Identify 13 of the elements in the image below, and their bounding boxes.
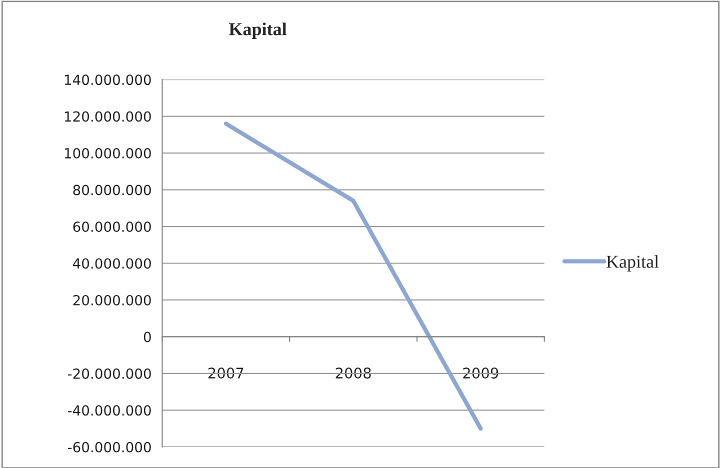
y-tick-label: -20.000.000 [68,368,151,379]
y-tick-label: 60.000.000 [73,221,151,232]
y-tick-label: -60.000.000 [68,442,151,452]
y-tick-label: 120.000.000 [64,111,151,122]
y-tick-label: 40.000.000 [72,258,151,269]
y-tick-label: 80.000.000 [73,184,151,196]
y-tick-label: 140.000.000 [64,74,151,86]
y-tick-label: 100.000.000 [64,148,151,159]
y-tick-label: -40.000.000 [68,405,151,416]
y-tick-label: 0 [144,332,151,342]
legend-label: Kapital [606,255,659,272]
chart-title: Kapital [228,22,287,39]
y-tick-label: 20.000.000 [73,294,151,306]
